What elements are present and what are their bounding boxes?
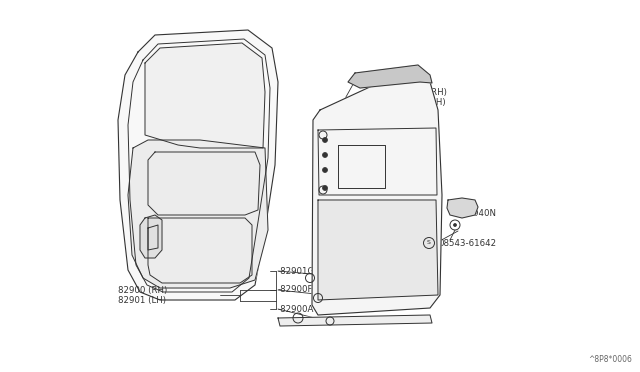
Polygon shape: [128, 140, 268, 288]
Circle shape: [323, 138, 328, 142]
Circle shape: [454, 224, 456, 227]
Text: 08543-61642: 08543-61642: [438, 238, 496, 247]
Text: 82834M (RH): 82834M (RH): [390, 87, 447, 96]
Circle shape: [323, 167, 328, 173]
Text: -82901G: -82901G: [278, 266, 316, 276]
Polygon shape: [312, 80, 442, 315]
Text: S: S: [427, 241, 431, 246]
Text: ^8P8*0006: ^8P8*0006: [588, 355, 632, 364]
Text: -82900A: -82900A: [278, 305, 314, 314]
Text: 82901 (LH): 82901 (LH): [118, 296, 166, 305]
Polygon shape: [140, 215, 162, 258]
Polygon shape: [278, 315, 432, 326]
Polygon shape: [118, 30, 278, 300]
Text: -82940E: -82940E: [318, 142, 354, 151]
Circle shape: [323, 186, 328, 190]
Circle shape: [323, 153, 328, 157]
Text: -82900F: -82900F: [278, 285, 314, 295]
Text: 82835M (LH): 82835M (LH): [390, 99, 445, 108]
Text: 82900 (RH): 82900 (RH): [118, 285, 167, 295]
Text: -82940N: -82940N: [460, 208, 497, 218]
Polygon shape: [447, 198, 478, 218]
Polygon shape: [318, 200, 438, 300]
Polygon shape: [145, 43, 265, 148]
Polygon shape: [348, 65, 432, 88]
